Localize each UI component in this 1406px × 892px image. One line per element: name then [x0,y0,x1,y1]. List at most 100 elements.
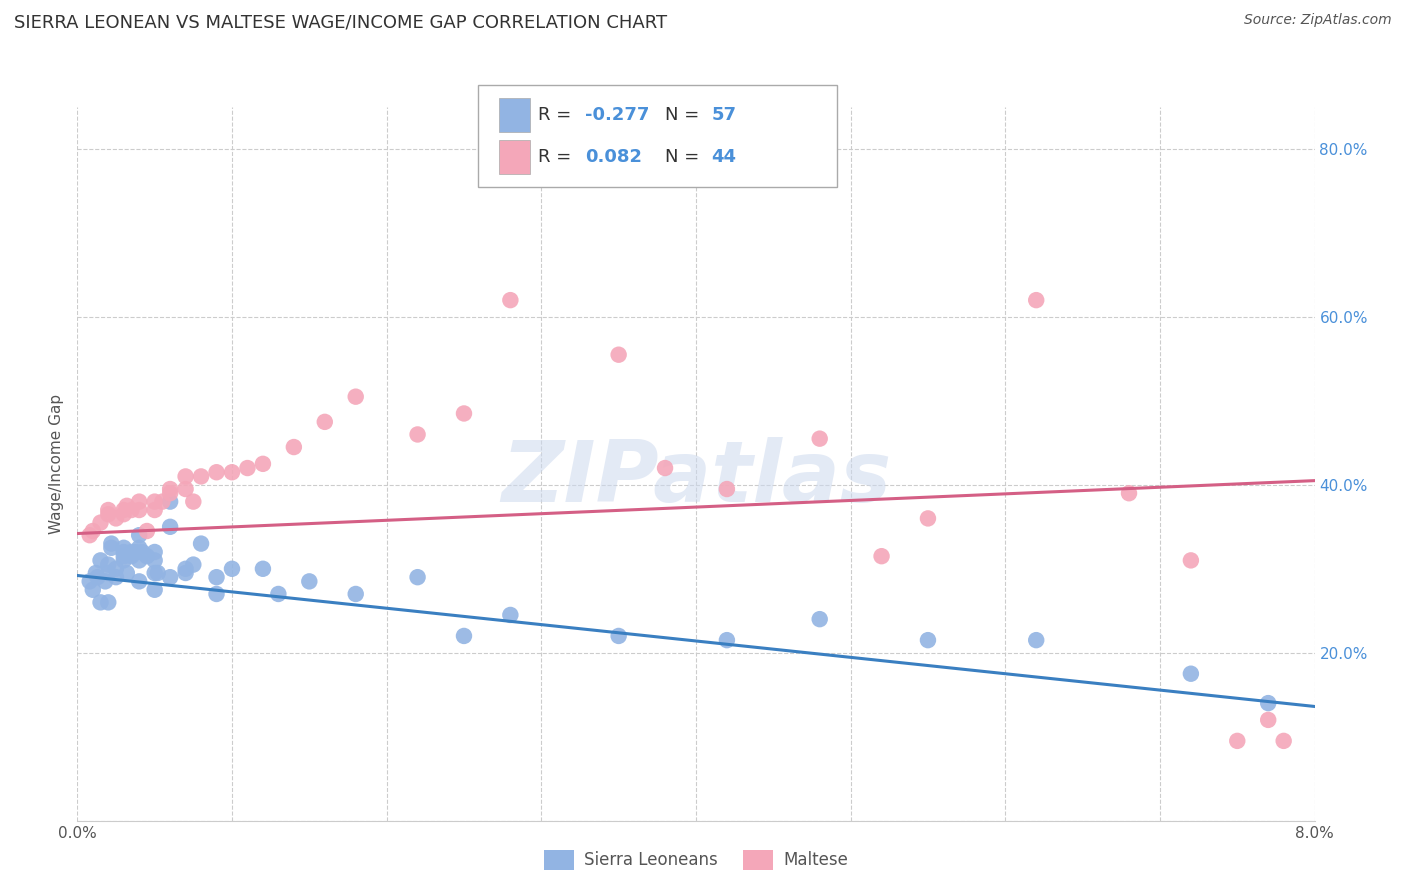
Point [205,587,228,601]
Point [298,574,321,589]
Point [112,541,135,555]
Point [105,562,127,576]
Point [121,549,143,564]
Point [499,293,522,307]
Point [716,482,738,496]
Point [97,503,120,517]
Text: Source: ZipAtlas.com: Source: ZipAtlas.com [1244,13,1392,28]
Point [79,574,101,589]
Point [115,499,138,513]
Point [174,469,197,483]
Point [453,629,475,643]
Point [136,549,159,564]
Point [86,570,108,584]
Point [90,595,112,609]
Point [128,528,150,542]
Point [174,566,197,580]
Point [283,440,305,454]
Text: N =: N = [665,106,704,124]
Point [105,511,127,525]
Point [143,545,166,559]
Point [143,582,166,597]
Text: 57: 57 [711,106,737,124]
Point [205,465,228,479]
Point [159,486,181,500]
Point [236,461,259,475]
Point [97,558,120,572]
Point [1257,696,1279,710]
Point [82,582,104,597]
Text: 44: 44 [711,148,737,166]
Point [1025,633,1047,648]
Point [221,562,243,576]
Point [607,629,630,643]
Point [143,553,166,567]
Point [112,549,135,564]
Point [654,461,676,475]
Point [716,633,738,648]
Point [870,549,893,564]
Point [159,520,181,534]
Point [314,415,336,429]
Point [115,566,138,580]
Point [112,545,135,559]
Point [1180,553,1202,567]
Point [84,566,107,580]
Point [128,553,150,567]
Point [121,545,143,559]
Text: ZIPatlas: ZIPatlas [501,436,891,520]
Point [1257,713,1279,727]
Point [221,465,243,479]
Text: R =: R = [538,148,583,166]
Point [453,407,475,421]
Point [917,633,939,648]
Point [159,482,181,496]
Point [125,545,148,559]
Point [499,607,522,622]
Point [105,570,127,584]
Point [1025,293,1047,307]
Point [136,524,159,538]
Point [143,503,166,517]
Point [97,595,120,609]
Point [79,528,101,542]
Point [190,536,212,550]
Point [159,570,181,584]
Point [205,570,228,584]
Point [607,348,630,362]
Point [406,427,429,442]
Point [128,574,150,589]
Y-axis label: Wage/Income Gap: Wage/Income Gap [49,393,65,534]
Point [174,482,197,496]
Point [1118,486,1140,500]
Point [100,541,122,555]
Point [183,558,205,572]
Text: 0.082: 0.082 [585,148,643,166]
Point [808,432,831,446]
Point [146,566,169,580]
Point [808,612,831,626]
Point [90,553,112,567]
Point [1226,734,1249,748]
Point [344,587,367,601]
Point [94,574,117,589]
Legend: Sierra Leoneans, Maltese: Sierra Leoneans, Maltese [537,843,855,877]
Point [100,536,122,550]
Point [267,587,290,601]
Point [143,494,166,508]
Point [1180,666,1202,681]
Text: -0.277: -0.277 [585,106,650,124]
Point [97,566,120,580]
Point [252,562,274,576]
Point [131,545,153,559]
Point [152,494,174,508]
Point [112,553,135,567]
Point [159,494,181,508]
Point [252,457,274,471]
Point [128,541,150,555]
Point [90,516,112,530]
Point [128,494,150,508]
Text: N =: N = [665,148,704,166]
Point [1272,734,1295,748]
Point [406,570,429,584]
